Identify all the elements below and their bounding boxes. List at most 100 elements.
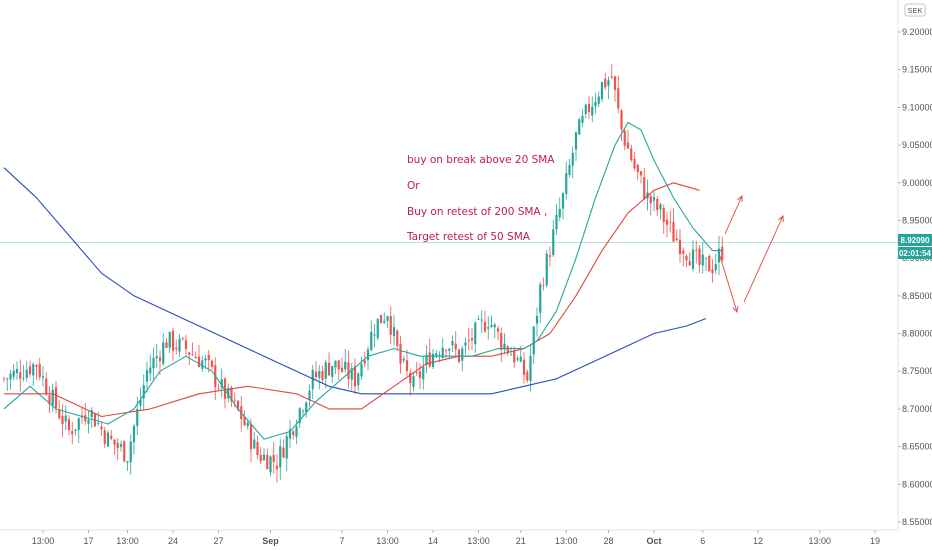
candle-body [116, 442, 119, 448]
candle-body [337, 360, 340, 370]
candle [28, 360, 32, 378]
x-tick-label: 12 [753, 536, 763, 546]
candle [25, 360, 28, 382]
candle-body [132, 425, 136, 443]
candle [253, 432, 256, 450]
candle [643, 167, 646, 201]
candle [623, 127, 626, 151]
plot-area[interactable] [0, 64, 898, 483]
candle [444, 348, 448, 359]
candle [441, 338, 444, 361]
candle [467, 328, 470, 351]
candle-body [389, 316, 392, 335]
candle [591, 96, 594, 123]
candle [714, 253, 717, 274]
candle-body [217, 388, 220, 389]
candle-body [41, 376, 45, 378]
candle [259, 447, 262, 465]
candle [607, 76, 610, 100]
candle [71, 421, 74, 445]
candle-body [253, 439, 256, 449]
candle [344, 349, 347, 373]
x-tick-label: 28 [603, 536, 613, 546]
candle-body [97, 423, 100, 424]
candle [490, 315, 493, 329]
annotation-line-3: Buy on retest of 200 SMA , [407, 206, 547, 218]
candle-body [347, 362, 350, 379]
candle-body [262, 454, 266, 461]
candle [38, 357, 41, 381]
candle-body [266, 454, 269, 470]
candle-body [15, 368, 19, 374]
candle [682, 247, 685, 267]
candle-body [233, 399, 236, 401]
candle-body [717, 248, 721, 263]
candle-body [483, 321, 487, 332]
candle-body [340, 367, 344, 372]
candle [480, 310, 483, 334]
candle [620, 109, 623, 142]
candle-body [269, 456, 272, 473]
x-tick-label: 6 [700, 536, 705, 546]
candle-body [532, 326, 535, 355]
candle [217, 383, 220, 392]
x-tick-label: 14 [428, 536, 438, 546]
candle-body [236, 400, 240, 410]
candle-body [698, 248, 701, 265]
candle [431, 348, 435, 369]
candle [529, 345, 532, 392]
candle [331, 366, 334, 383]
candle-body [659, 204, 662, 210]
candle-body [373, 334, 376, 336]
candle-body [594, 101, 597, 107]
candle-body [314, 371, 318, 378]
candle [386, 315, 389, 328]
candle [51, 383, 54, 413]
candle [350, 363, 353, 391]
candle-body [288, 429, 292, 439]
candle-body [477, 318, 480, 320]
candle-body [54, 387, 58, 408]
candle-body [438, 355, 441, 356]
candle [483, 310, 487, 334]
candle-body [565, 173, 568, 194]
sma20-line [3, 121, 723, 440]
candle-body [558, 208, 561, 218]
candle-body [448, 348, 451, 351]
candle-body [383, 320, 386, 323]
x-tick-label: Oct [646, 536, 661, 546]
arrow-shaft [724, 195, 743, 235]
candle-body [366, 349, 370, 361]
candle-body [487, 327, 490, 329]
projection-arrow-down [719, 255, 739, 313]
candle [649, 194, 652, 216]
candle [178, 333, 181, 358]
candle-body [282, 447, 285, 458]
candle [425, 345, 428, 374]
candle-body [152, 357, 155, 369]
candle-body [500, 333, 503, 350]
candle-body [90, 410, 93, 417]
candle-body [71, 431, 74, 435]
candle [123, 440, 126, 463]
candle [392, 315, 396, 346]
candle-body [100, 426, 103, 430]
y-tick-label: 8.70000 [902, 404, 932, 414]
candle-body [669, 221, 672, 223]
candle [701, 241, 704, 274]
candle [97, 411, 100, 426]
candle-body [516, 358, 519, 360]
candle-body [344, 361, 347, 370]
candle-body [77, 418, 80, 430]
candle-body [357, 373, 360, 386]
candle-body [626, 142, 630, 149]
candle-body [220, 379, 223, 388]
currency-box [904, 3, 926, 17]
candle [539, 281, 542, 324]
candle [487, 316, 490, 340]
candle-body [678, 239, 682, 255]
candle-body [454, 343, 457, 350]
candle [672, 208, 675, 242]
candle-body [399, 343, 402, 364]
